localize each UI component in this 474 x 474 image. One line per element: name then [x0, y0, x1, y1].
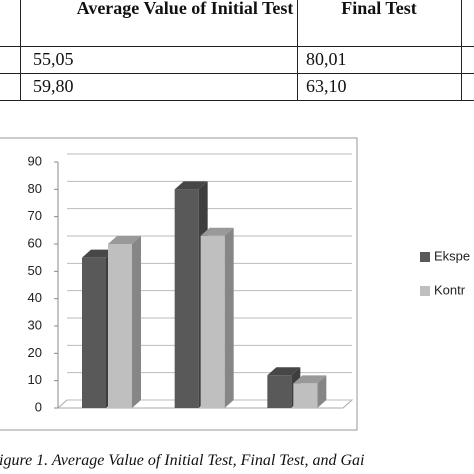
row-line: [0, 46, 474, 47]
bar: [174, 189, 199, 408]
y-tick-label: 50: [28, 263, 42, 278]
table-cell: 55,05: [33, 49, 74, 69]
legend-label: Ekspe: [434, 248, 470, 263]
y-tick-label: 60: [28, 235, 42, 250]
bar-top: [174, 181, 208, 190]
caption: igure 1. Average Value of Initial Test, …: [0, 452, 365, 469]
col-line: [297, 0, 298, 101]
table-cell: 63,10: [306, 76, 347, 96]
bar-top: [82, 249, 115, 258]
y-tick-label: 20: [28, 345, 42, 360]
y-tick-label: 90: [28, 153, 42, 168]
bar: [293, 383, 318, 408]
bar-top: [108, 236, 141, 244]
y-tick-label: 70: [28, 208, 42, 223]
bar-top: [267, 367, 301, 376]
bar: [108, 244, 132, 408]
header-cell: Average Value of Initial Test: [76, 0, 294, 18]
bar: [267, 375, 292, 408]
row-line: [0, 100, 474, 101]
legend-swatch: [420, 252, 430, 262]
bar-top: [200, 227, 234, 236]
col-line: [461, 0, 462, 101]
y-tick-label: 30: [28, 317, 42, 332]
bar-top: [293, 375, 327, 384]
bar-side: [224, 227, 234, 408]
table-cell: 59,80: [33, 76, 74, 96]
legend-label: Kontr: [434, 282, 466, 297]
y-tick-label: 40: [28, 290, 42, 305]
bar-side: [132, 236, 141, 408]
header-cell: Final Test: [341, 0, 417, 18]
col-line: [20, 0, 21, 101]
table: Average Value of Initial Test Final Test…: [0, 0, 474, 102]
bar: [82, 257, 106, 408]
table-cell: 80,01: [306, 49, 347, 69]
bar: [200, 235, 225, 408]
y-tick-label: 10: [28, 372, 42, 387]
y-tick-label: 80: [28, 181, 42, 196]
y-tick-label: 0: [35, 399, 42, 414]
row-line: [0, 73, 474, 74]
bar-side: [317, 375, 327, 408]
chart-frame: [0, 137, 358, 431]
legend-swatch: [420, 286, 430, 296]
